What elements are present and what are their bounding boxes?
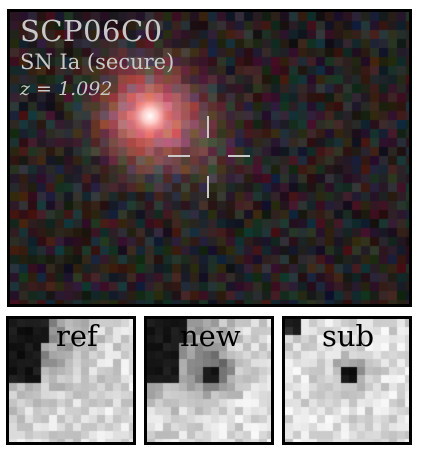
sub-label: sub xyxy=(322,319,375,353)
crosshair-left-tick xyxy=(168,155,190,157)
crosshair-top-tick xyxy=(207,116,209,138)
redshift-label: z = 1.092 xyxy=(20,78,113,100)
new-epoch-thumbnail: new xyxy=(144,316,274,445)
new-image xyxy=(147,319,271,442)
object-title: SCP06C0 xyxy=(20,14,163,48)
subtraction-image xyxy=(285,319,409,442)
new-label: new xyxy=(180,319,241,353)
crosshair-right-tick xyxy=(228,155,250,157)
classification-label: SN Ia (secure) xyxy=(20,50,175,74)
crosshair-bottom-tick xyxy=(207,176,209,198)
subtraction-thumbnail: sub xyxy=(282,316,412,445)
reference-thumbnail: ref xyxy=(6,316,136,445)
sky-noise-image xyxy=(10,12,409,304)
reference-image xyxy=(9,319,133,442)
color-composite-image: SCP06C0 SN Ia (secure) z = 1.092 xyxy=(7,9,412,307)
ref-label: ref xyxy=(56,319,98,353)
